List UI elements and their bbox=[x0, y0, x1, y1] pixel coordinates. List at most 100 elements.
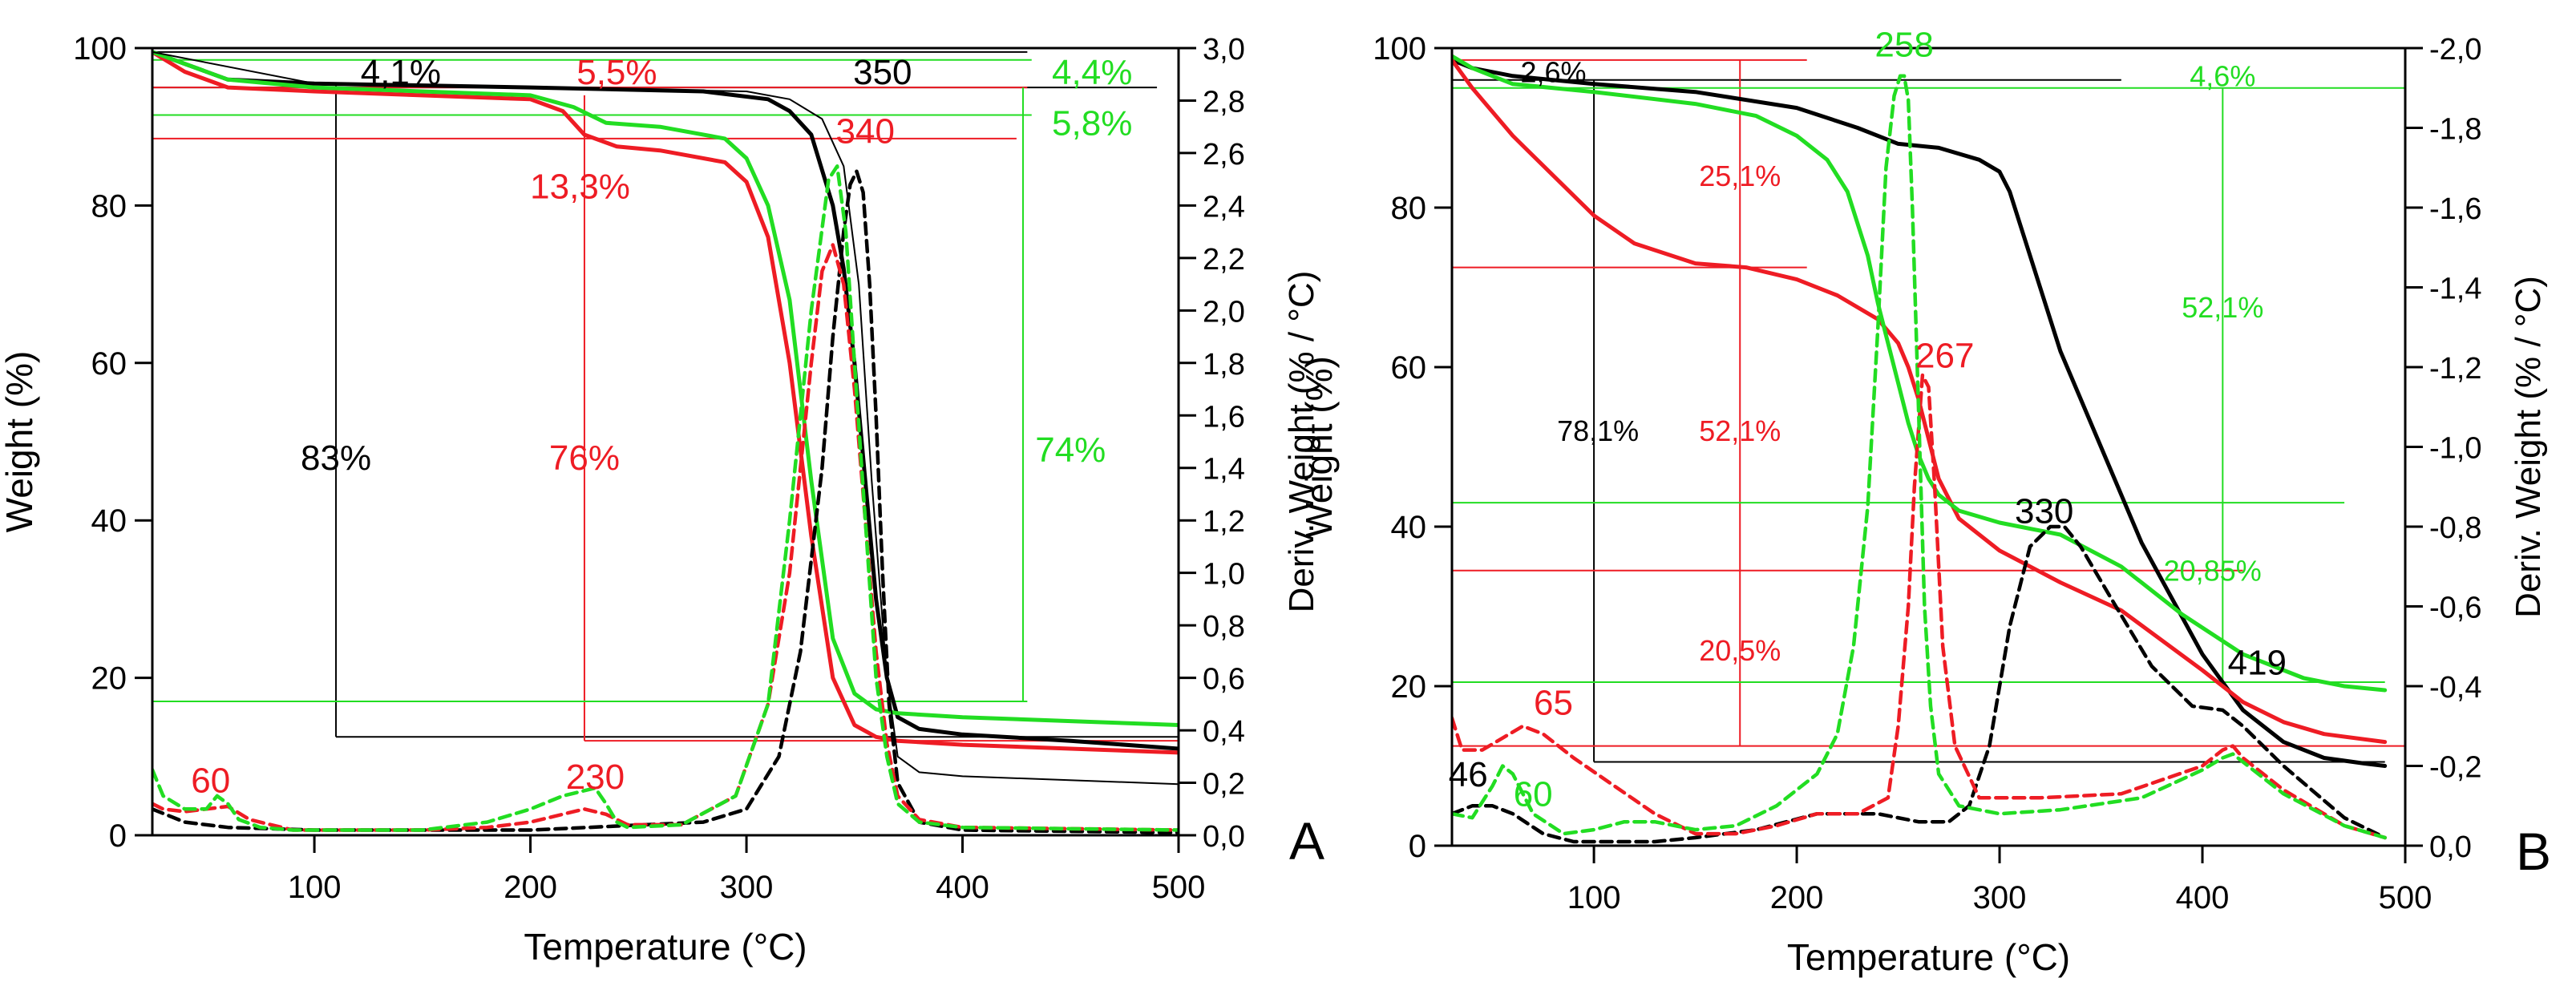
y2-tick-label: 1,8 bbox=[1203, 348, 1245, 382]
y2-tick-label: 2,6 bbox=[1203, 138, 1245, 172]
annotation-label: 340 bbox=[836, 112, 895, 152]
y-tick-label: 60 bbox=[91, 346, 127, 382]
y2-tick-label: 0,0 bbox=[2429, 830, 2472, 864]
y-tick-label: 20 bbox=[91, 661, 127, 697]
y2-tick-label: 0,4 bbox=[1203, 715, 1245, 749]
annotation-label: 60 bbox=[191, 762, 230, 801]
annotation-label: 258 bbox=[1874, 25, 1933, 64]
series-black-deriv-line bbox=[152, 169, 1179, 834]
annotation-label: 350 bbox=[853, 53, 912, 92]
x-tick-label: 300 bbox=[720, 870, 774, 905]
x-tick-label: 100 bbox=[1567, 880, 1621, 915]
panel-B: 100 200 300 400 500 Temperature (°C) 0 20 40 60 80… bbox=[1298, 25, 2551, 978]
annotation-label: 4,6% bbox=[2190, 59, 2255, 92]
panel-A: 100 200 300 400 500 Temperature (°C) 0 20 40 60 80… bbox=[0, 31, 1324, 968]
y-axis: 0 20 40 60 80 100 Weight (%) bbox=[1298, 31, 1452, 864]
series-green-deriv-line bbox=[1452, 74, 2387, 840]
annotation-label: 60 bbox=[1514, 775, 1553, 814]
y2-tick-label: 2,2 bbox=[1203, 243, 1245, 277]
x-axis: 100 200 300 400 500 Temperature (°C) bbox=[288, 835, 1206, 968]
annotation-label: 5,8% bbox=[1052, 104, 1132, 143]
annotation-label: 20,85% bbox=[2164, 554, 2262, 587]
series-black-weight-line bbox=[152, 51, 1179, 786]
y2-tick-label: 1,0 bbox=[1203, 558, 1245, 592]
annotation-label: 25,1% bbox=[1699, 160, 1781, 192]
plot-frame bbox=[151, 46, 1180, 837]
y2-tick-label: -1,0 bbox=[2429, 432, 2481, 466]
y2-tick-label: 0,8 bbox=[1203, 610, 1245, 644]
y2-tick-label: 2,8 bbox=[1203, 85, 1245, 119]
annotation-label: 267 bbox=[1915, 336, 1974, 375]
annotation-label: 65 bbox=[1534, 683, 1573, 722]
annotation-label: 4,1% bbox=[361, 53, 441, 92]
annotation-label: 74% bbox=[1035, 430, 1106, 470]
y-tick-label: 0 bbox=[109, 818, 127, 854]
y2-tick-label: -0,8 bbox=[2429, 511, 2481, 545]
annotation-label: 52,1% bbox=[1699, 414, 1781, 447]
y2-axis-title: Deriv. Weight (% / °C) bbox=[2509, 276, 2548, 618]
y2-tick-label: -1,6 bbox=[2429, 192, 2481, 226]
y2-tick-label: -1,2 bbox=[2429, 352, 2481, 386]
series-green-weight-line bbox=[152, 50, 1179, 727]
y2-tick-label: 0,0 bbox=[1203, 820, 1245, 854]
y2-axis: 0,0 -0,2 -0,4 -0,6 -0,8 -1,0 -1,2 -1,4 -1,6 -1,8 -… bbox=[2405, 33, 2548, 864]
y2-tick-label: 0,6 bbox=[1203, 663, 1245, 697]
annotation-label: 20,5% bbox=[1699, 634, 1781, 667]
x-tick-label: 500 bbox=[2379, 880, 2432, 915]
y2-tick-label: -2,0 bbox=[2429, 33, 2481, 67]
y2-tick-label: 1,2 bbox=[1203, 505, 1245, 539]
y-tick-label: 40 bbox=[1391, 510, 1427, 545]
y-tick-label: 60 bbox=[1391, 350, 1427, 386]
x-tick-label: 500 bbox=[1152, 870, 1206, 905]
series-red-deriv-line bbox=[1452, 373, 2387, 840]
annotation-label: 330 bbox=[2015, 492, 2073, 531]
series-red-weight-line bbox=[152, 50, 1179, 755]
x-tick-label: 200 bbox=[1770, 880, 1824, 915]
y2-tick-label: -0,2 bbox=[2429, 751, 2481, 785]
y2-tick-label: -0,4 bbox=[2429, 671, 2481, 705]
annotations: 2,6% 258 4,6% 25,1% 52,1% 267 78,1% 52,1% 330 20,… bbox=[1449, 25, 2287, 814]
x-tick-label: 200 bbox=[503, 870, 557, 905]
panel-label: B bbox=[2516, 822, 2551, 881]
annotation-label: 230 bbox=[566, 758, 625, 797]
annotation-label: 2,6% bbox=[1520, 55, 1586, 88]
x-tick-label: 100 bbox=[288, 870, 342, 905]
y-tick-label: 20 bbox=[1391, 669, 1427, 705]
annotation-label: 76% bbox=[549, 438, 620, 478]
annotation-label: 46 bbox=[1449, 755, 1488, 794]
series-black-weight-line bbox=[152, 50, 1179, 751]
y2-tick-label: 0,2 bbox=[1203, 768, 1245, 802]
y-tick-label: 100 bbox=[1373, 31, 1426, 67]
annotation-label: 52,1% bbox=[2182, 291, 2263, 324]
x-axis: 100 200 300 400 500 Temperature (°C) bbox=[1567, 846, 2432, 978]
x-axis-title: Temperature (°C) bbox=[524, 926, 807, 968]
y-axis-title: Weight (%) bbox=[1298, 356, 1340, 538]
annotation-label: 5,5% bbox=[576, 53, 657, 92]
y-tick-label: 80 bbox=[91, 188, 127, 224]
y-tick-label: 100 bbox=[73, 31, 127, 67]
y2-tick-label: -0,6 bbox=[2429, 592, 2481, 625]
annotation-label: 13,3% bbox=[530, 167, 630, 206]
series-green-deriv-line bbox=[152, 164, 1179, 832]
y2-tick-label: 2,4 bbox=[1203, 190, 1245, 224]
y-tick-label: 80 bbox=[1391, 191, 1427, 226]
plot-area bbox=[1452, 47, 2405, 844]
series-black-deriv-line bbox=[1452, 524, 2387, 844]
y2-axis: 0,0 0,2 0,4 0,6 0,8 1,0 1,2 1,4 1,6 1,8 2,0 2,2 2,4 2… bbox=[1179, 33, 1321, 854]
annotations: 4,1% 5,5% 350 4,4% 340 5,8% 13,3% 83% 76% 74% 60 23… bbox=[191, 53, 1132, 801]
x-tick-label: 400 bbox=[936, 870, 989, 905]
y-axis-title: Weight (%) bbox=[0, 351, 40, 533]
annotation-label: 78,1% bbox=[1557, 414, 1639, 447]
y-tick-label: 40 bbox=[91, 503, 127, 539]
series-black-weight-line bbox=[1452, 58, 2388, 768]
y2-tick-label: 2,0 bbox=[1203, 295, 1245, 329]
y-tick-label: 0 bbox=[1409, 829, 1426, 864]
y2-tick-label: 1,4 bbox=[1203, 453, 1245, 487]
y2-tick-label: 3,0 bbox=[1203, 33, 1245, 67]
y2-tick-label: -1,8 bbox=[2429, 113, 2481, 147]
y2-axis-title: Deriv. Weight (% / °C) bbox=[1282, 271, 1321, 613]
y2-tick-label: -1,4 bbox=[2429, 273, 2481, 306]
series-red-deriv-line bbox=[152, 243, 1179, 832]
